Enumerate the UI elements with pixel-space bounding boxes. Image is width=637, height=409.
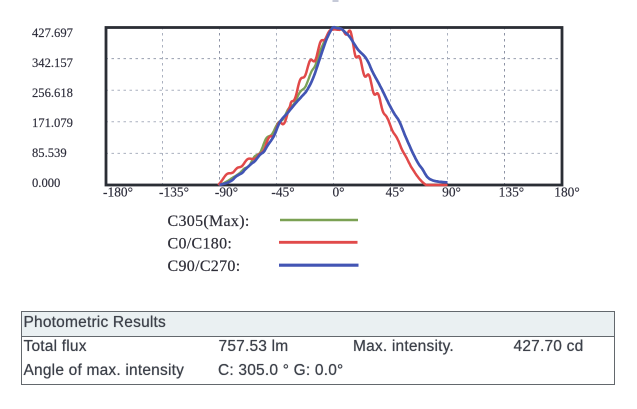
svg-text:-45°: -45°	[271, 185, 294, 200]
svg-text:85.539: 85.539	[32, 146, 67, 160]
svg-text:256.618: 256.618	[32, 86, 73, 100]
svg-text:90°: 90°	[442, 185, 461, 200]
svg-text:135°: 135°	[499, 185, 524, 200]
svg-text:427.697: 427.697	[32, 26, 73, 40]
svg-text:342.157: 342.157	[32, 56, 73, 70]
svg-text:C90/C270:: C90/C270:	[168, 258, 241, 275]
svg-text:-90°: -90°	[215, 185, 238, 200]
svg-text:-180°: -180°	[103, 185, 133, 200]
svg-text:45°: 45°	[386, 185, 405, 200]
svg-text:C305(Max):: C305(Max):	[168, 213, 250, 230]
svg-text:-135°: -135°	[159, 185, 189, 200]
svg-text:C0/C180:: C0/C180:	[168, 236, 233, 253]
svg-text:0°: 0°	[332, 185, 344, 200]
svg-text:0.000: 0.000	[32, 176, 60, 190]
svg-text:180°: 180°	[554, 185, 579, 200]
svg-text:171.079: 171.079	[32, 116, 73, 130]
